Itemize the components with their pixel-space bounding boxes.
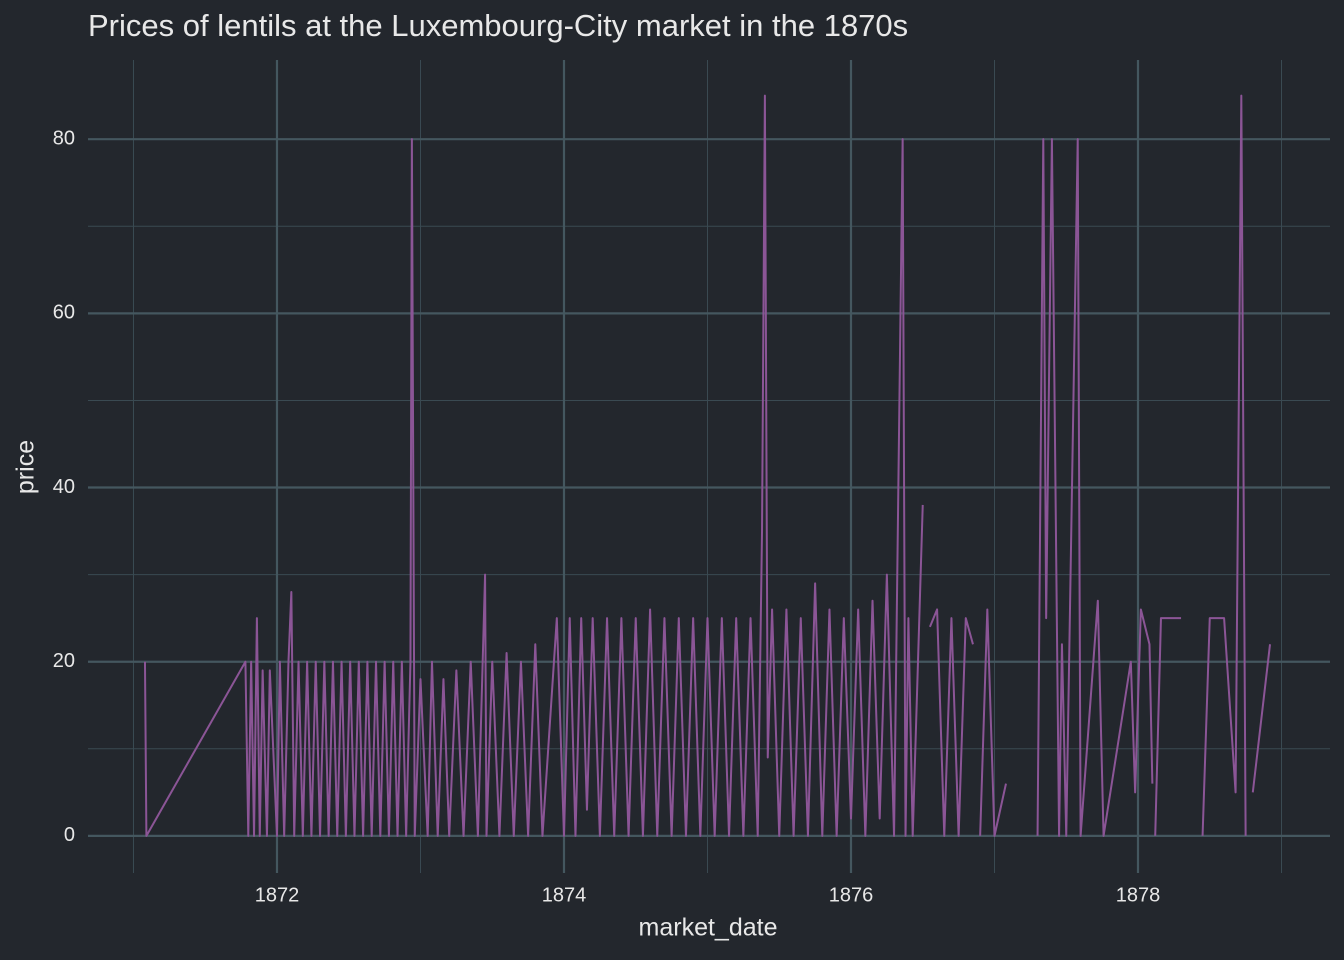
y-tick-label: 40	[53, 476, 75, 498]
y-axis-label: price	[12, 440, 40, 494]
x-axis-label: market_date	[639, 914, 778, 942]
price-line	[143, 94, 1272, 837]
x-tick-label: 1876	[829, 884, 874, 906]
plot	[143, 94, 1272, 837]
y-tick-label: 60	[53, 302, 75, 324]
chart-title: Prices of lentils at the Luxembourg-City…	[88, 8, 908, 43]
x-tick-label: 1878	[1116, 884, 1161, 906]
y-tick-label: 80	[53, 127, 75, 149]
y-tick-label: 0	[64, 824, 75, 846]
y-tick-label: 20	[53, 650, 75, 672]
x-tick-label: 1872	[255, 884, 300, 906]
x-tick-label: 1874	[542, 884, 587, 906]
